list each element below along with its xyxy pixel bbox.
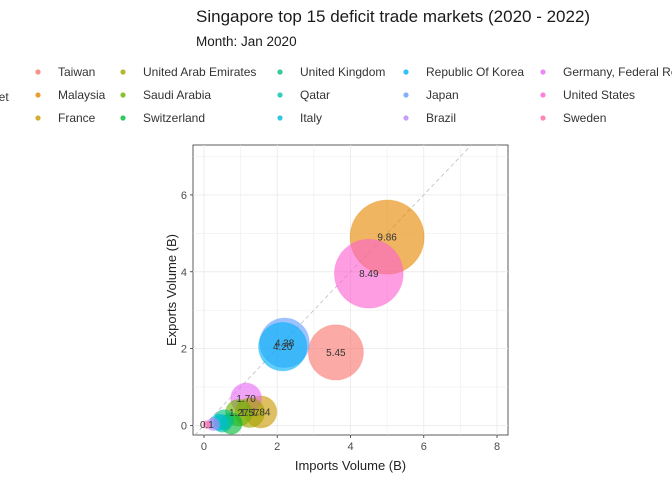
bubbles [202,199,425,435]
bubble-label: 1.57 [240,408,260,419]
legend-item: United Kingdom [277,65,385,79]
bubble-republic-of-korea [258,322,308,372]
legend-swatch [35,115,41,121]
legend-item: Saudi Arabia [120,88,211,102]
legend-item: Brazil [403,111,456,125]
legend-label: Sweden [563,111,606,125]
bubble-label: 1.27 [229,408,249,419]
legend-label: Germany, Federal Republic Of [563,65,672,79]
legend-label: Taiwan [58,65,95,79]
plot-panel: 5.45 9.86 1.841.571.27 4.204.38 1.70 8.49 0.1 [192,144,509,436]
bubble-label: 5.45 [326,348,346,359]
legend-label: France [58,111,96,125]
legend-item: Italy [277,111,322,125]
y-tick-label: 4 [181,267,187,279]
chart-title: Singapore top 15 deficit trade markets (… [196,7,590,26]
bubble-label: 9.86 [377,233,397,244]
bubble-label: 1.84 [251,407,271,418]
bubble-taiwan [307,324,364,381]
x-axis-title: Imports Volume (B) [295,458,406,473]
legend-swatch [540,92,546,98]
x-tick-label: 0 [201,441,207,453]
y-tick-label: 0 [181,420,187,432]
legend-swatch [277,92,283,98]
x-axis-ticks: 0 2 4 6 8 [201,435,500,453]
legend-label: United Kingdom [300,65,385,79]
bubble-label: 4.20 [273,342,293,353]
legend-item: Qatar [277,88,330,102]
legend-label: Republic Of Korea [426,65,524,79]
bubble-label: 8.49 [359,269,379,280]
legend-swatch [35,92,41,98]
legend-item: Sweden [540,111,606,125]
legend-swatch [540,69,546,75]
x-tick-label: 2 [274,441,280,453]
y-axis-ticks: 0 2 4 6 [181,190,193,432]
legend-label: Brazil [426,111,456,125]
bubble-label: 1.70 [236,394,256,405]
legend-label: Japan [426,88,459,102]
legend-item: United States [540,88,635,102]
legend-item: Switzerland [120,111,205,125]
bubble-label: 4.38 [275,338,295,349]
x-tick-label: 4 [347,441,353,453]
legend-swatch [120,115,126,121]
y-axis-title: Exports Volume (B) [164,234,179,346]
legend-label: Malaysia [58,88,106,102]
legend-item: Taiwan [35,65,95,79]
legend-swatch [35,69,41,75]
chart-subtitle: Month: Jan 2020 [196,34,297,49]
legend-swatch [277,115,283,121]
legend-label: Italy [300,111,322,125]
bubble-sweden [202,420,212,430]
legend-label: United Arab Emirates [143,65,256,79]
y-tick-label: 2 [181,344,187,356]
legend-item: France [35,111,96,125]
x-tick-label: 8 [494,441,500,453]
legend-swatch [277,69,283,75]
legend-label: Switzerland [143,111,205,125]
legend-item: Malaysia [35,88,106,102]
legend-label: Qatar [300,88,330,102]
legend-item: United Arab Emirates [120,65,256,79]
legend-swatch [540,115,546,121]
legend-item: Germany, Federal Republic Of [540,65,672,79]
legend-swatch [120,69,126,75]
legend-title: Market [0,90,9,104]
legend-label: United States [563,88,635,102]
legend-label: Saudi Arabia [143,88,211,102]
legend-swatch [120,92,126,98]
legend-item: Republic Of Korea [403,65,524,79]
legend-swatch [403,115,409,121]
legend-item: Japan [403,88,459,102]
legend-swatch [403,92,409,98]
bubble-label: 0.1 [200,420,214,431]
legend: Taiwan Malaysia France United Arab Emirates… [35,65,672,125]
bubble-labels: 5.45 9.86 1.841.571.27 4.204.38 1.70 8.49 0.1 [200,233,397,431]
x-tick-label: 6 [421,441,427,453]
y-tick-label: 6 [181,190,187,202]
legend-swatch [403,69,409,75]
bubble-united-states [333,238,404,309]
